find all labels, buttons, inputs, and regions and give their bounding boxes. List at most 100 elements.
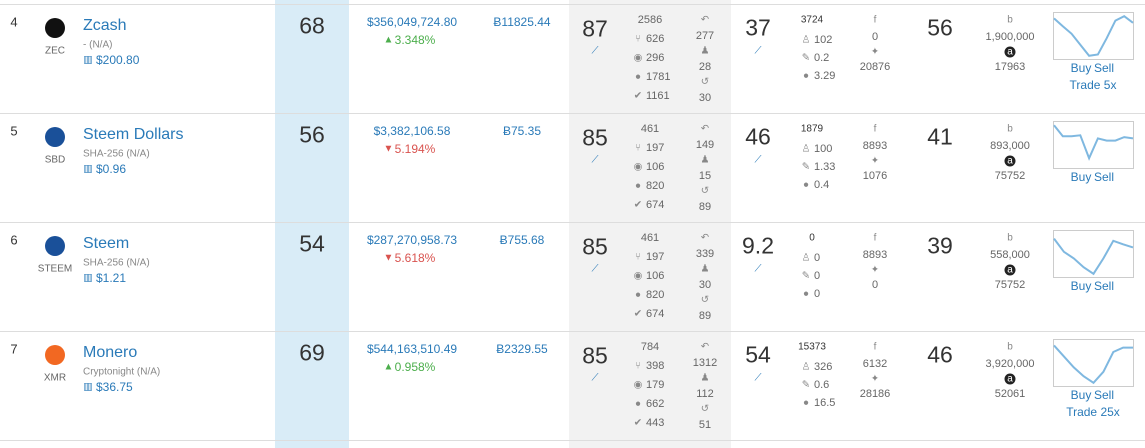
trade-link[interactable]: Sell [1093,279,1115,293]
icon: ↺ [700,403,710,415]
facebook: 0 [871,31,879,43]
price[interactable]: $0.96 [96,162,127,176]
commits: 2586 [637,14,663,26]
icon: ↶ [700,14,710,26]
sparkline [1053,121,1134,169]
rating: 56 [927,14,953,41]
btc-price: Ƀ11825.44 [493,15,551,29]
icon: b [1007,232,1013,244]
icon: ⑂ [635,33,641,45]
icon: ↺ [700,76,710,88]
trade-link[interactable]: Buy [1070,170,1092,184]
icon: f [873,123,877,135]
trade-link[interactable]: Sell [1093,388,1115,402]
price[interactable]: $1.21 [96,271,127,285]
price[interactable]: $200.80 [96,53,140,67]
trade-link[interactable]: Buy [1070,388,1092,402]
icon: ▥ [83,381,93,393]
replies: 1312 [692,357,718,369]
facebook: 8893 [862,140,888,152]
twitter: 20876 [859,61,891,73]
score: 56 [299,121,325,148]
closed: 674 [646,308,665,320]
contributors: 28 [698,61,712,73]
coin-symbol: STEEM [37,263,73,275]
trade-link[interactable]: Sell [1093,61,1115,75]
trade-link[interactable]: Buy [1070,279,1092,293]
watchers: 179 [646,379,665,391]
icon: ◉ [633,379,643,391]
icon: ✦ [870,264,880,276]
coin-logo [45,236,65,256]
score: 54 [299,230,325,257]
icon: ⟋ [591,45,599,57]
facebook: 8893 [862,249,888,261]
coin-name[interactable]: Steem Dollars [83,126,184,143]
sparkline-line [1053,124,1134,161]
bing: 3,920,000 [985,358,1035,370]
sparkline-line [1053,238,1134,276]
rank: 6 [10,232,18,248]
icon: ⟋ [591,154,599,166]
closed: 674 [646,199,665,211]
icon: b [1007,341,1013,353]
alexa: 17963 [994,61,1026,73]
coin-symbol: ZEC [45,45,65,57]
icon: ▼ [383,252,394,264]
replies: 149 [695,139,715,151]
sparkline-line [1053,15,1134,57]
forks: 197 [646,251,665,263]
icon: b [1007,123,1013,135]
users: 102 [814,34,833,46]
icon: ● [634,180,642,192]
sparkline [1053,12,1134,60]
comments: 0 [814,288,821,300]
trade-link[interactable]: Sell [1093,170,1115,184]
icon: ▥ [83,163,93,175]
icon: ↶ [700,123,710,135]
icon: b [1007,14,1013,26]
icon: a [1004,264,1016,276]
issues: 1781 [646,71,671,83]
bing: 558,000 [990,249,1030,261]
comments: 3.29 [814,70,836,82]
trade-link[interactable]: Buy [1070,61,1092,75]
forks: 626 [646,33,665,45]
comments: 0.4 [814,179,830,191]
activity: 0.2 [814,52,830,64]
icon: ↶ [700,341,710,353]
icon: ↺ [700,185,710,197]
contributors: 112 [696,388,714,400]
icon: ↺ [700,294,710,306]
icon: a [1004,46,1016,58]
rating: 46 [927,341,953,368]
trade-link[interactable]: Trade 25x [1066,405,1120,419]
algorithm: Cryptonight (N/A) [83,366,161,378]
history: 89 [698,201,712,213]
issues: 820 [646,180,665,192]
icon: ● [802,70,810,82]
icon: ▥ [83,54,93,66]
icon: ✦ [870,373,880,385]
icon: ◉ [633,270,643,282]
sparkline [1053,339,1134,387]
closed: 1161 [646,90,670,102]
contributors: 30 [698,279,712,291]
coin-symbol: XMR [43,372,67,384]
icon: ✎ [801,161,811,173]
activity: 1.33 [814,161,836,173]
icon: ⑂ [635,251,641,263]
coin-name[interactable]: Monero [83,344,138,361]
twitter: 0 [871,279,879,291]
icon: ▲ [383,361,394,373]
icon: ♙ [801,34,811,46]
coin-name[interactable]: Steem [83,235,130,252]
trade-link[interactable]: Trade 5x [1069,78,1117,92]
twitter: 28186 [859,388,891,400]
price[interactable]: $36.75 [96,380,133,394]
change: 5.618% [394,251,436,265]
coin-name[interactable]: Zcash [83,17,127,34]
facebook: 6132 [862,358,888,370]
users: 326 [814,361,833,373]
